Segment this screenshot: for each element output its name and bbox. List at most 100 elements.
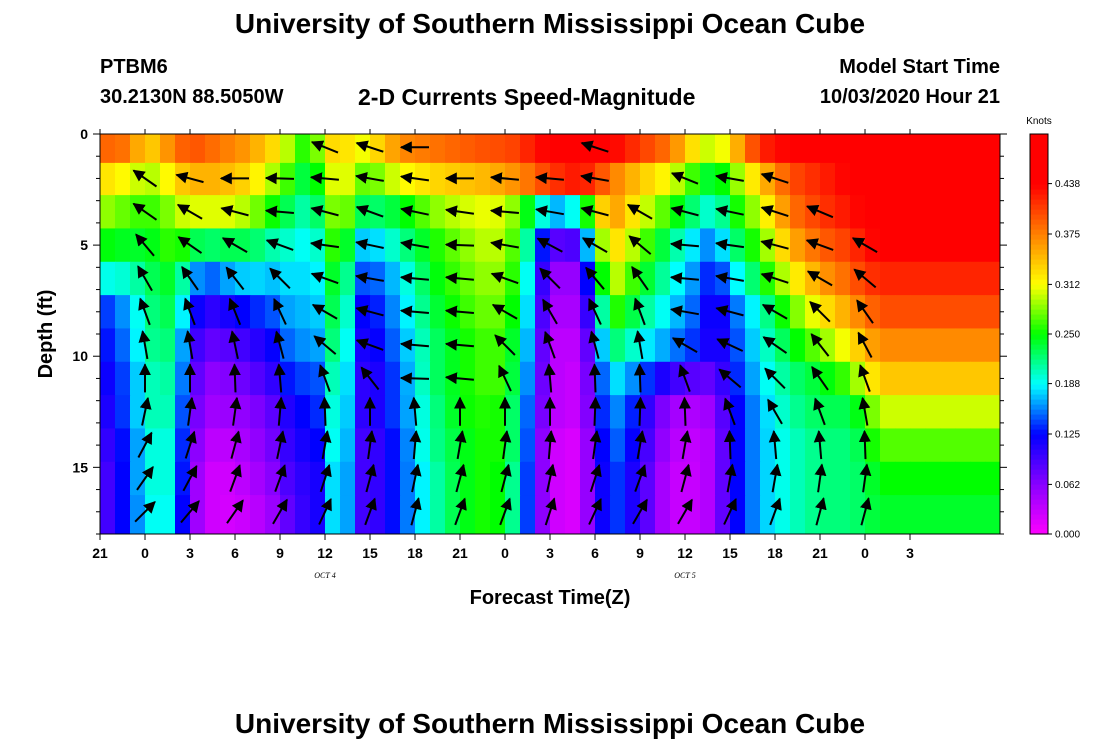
- current-arrow: [225, 266, 245, 291]
- heatmap-cell: [940, 328, 956, 363]
- heatmap-cell: [970, 328, 986, 363]
- heatmap-cell: [385, 428, 401, 463]
- colorbar-swatch: [1030, 229, 1048, 235]
- heatmap-cell: [205, 461, 221, 496]
- heatmap-cell: [685, 395, 701, 430]
- colorbar-swatch: [1030, 314, 1048, 320]
- heatmap-cell: [940, 134, 956, 164]
- heatmap-cell: [955, 162, 971, 196]
- heatmap-cell: [745, 461, 761, 496]
- current-arrow: [588, 330, 600, 359]
- heatmap-cell: [580, 395, 596, 430]
- colorbar-swatch: [1030, 279, 1048, 285]
- colorbar-swatch: [1030, 444, 1048, 450]
- heatmap-cell: [985, 295, 1000, 330]
- heatmap-cell: [520, 361, 536, 396]
- heatmap-cell: [865, 228, 881, 263]
- heatmap-cell: [640, 461, 656, 496]
- heatmap-cell: [295, 162, 311, 196]
- x-tick-label: 21: [92, 545, 108, 561]
- current-arrow: [814, 463, 827, 493]
- current-arrow: [494, 334, 516, 356]
- heatmap-cell: [565, 395, 581, 430]
- heatmap-cell: [775, 395, 791, 430]
- heatmap-cell: [655, 162, 671, 196]
- colorbar-swatch: [1030, 454, 1048, 460]
- heatmap-cell: [790, 328, 806, 363]
- current-arrow: [138, 330, 151, 360]
- heatmap-cell: [550, 495, 566, 534]
- x-axis-label: Forecast Time(Z): [470, 587, 631, 609]
- heatmap-cell: [445, 461, 461, 496]
- heatmap-cell: [790, 461, 806, 496]
- current-arrow: [670, 305, 699, 318]
- heatmap-cell: [115, 495, 131, 534]
- x-tick-label: 3: [546, 545, 554, 561]
- current-arrow: [536, 237, 563, 253]
- heatmap-cell: [625, 361, 641, 396]
- heatmap-cell: [985, 134, 1000, 164]
- y-tick-label: 15: [72, 459, 88, 475]
- current-arrow: [724, 463, 737, 493]
- heatmap-cell: [220, 295, 236, 330]
- current-arrow: [400, 238, 429, 251]
- heatmap-cell: [130, 361, 146, 396]
- heatmap-cell: [910, 162, 926, 196]
- heatmap-cell: [580, 328, 596, 363]
- current-arrow: [489, 172, 519, 185]
- heatmap-cell: [280, 495, 296, 534]
- current-arrow: [399, 272, 429, 285]
- heatmap-cell: [865, 361, 881, 396]
- heatmap-cell: [235, 228, 251, 263]
- heatmap-cell: [550, 134, 566, 164]
- heatmap-cell: [415, 228, 431, 263]
- heatmap-cell: [250, 328, 266, 363]
- colorbar-swatch: [1030, 389, 1048, 395]
- current-arrow: [137, 265, 153, 292]
- heatmap-cell: [415, 428, 431, 463]
- heatmap-cell: [835, 395, 851, 430]
- heatmap-cell: [430, 361, 446, 396]
- heatmap-cell: [625, 395, 641, 430]
- heatmap-cell: [175, 228, 191, 263]
- heatmap-cell: [310, 361, 326, 396]
- current-arrow: [180, 500, 200, 524]
- heatmap-cell: [760, 162, 776, 196]
- heatmap-cell: [880, 195, 896, 230]
- heatmap-cell: [820, 328, 836, 363]
- heatmap-cell: [115, 428, 131, 463]
- heatmap-cell: [880, 495, 896, 534]
- colorbar-swatch: [1030, 394, 1048, 400]
- current-arrow: [399, 305, 429, 318]
- colorbar-swatch: [1030, 379, 1048, 385]
- heatmap-cell: [325, 361, 341, 396]
- heatmap-cell: [565, 428, 581, 463]
- x-tick-label: 0: [501, 545, 509, 561]
- heatmap-cell: [940, 461, 956, 496]
- colorbar-swatch: [1030, 189, 1048, 195]
- heatmap-cell: [160, 328, 176, 363]
- current-arrow: [355, 171, 384, 184]
- heatmap-cell: [685, 328, 701, 363]
- heatmap-cell: [640, 228, 656, 263]
- heatmap-cell: [250, 162, 266, 196]
- heatmap-cell: [100, 134, 116, 164]
- current-arrow: [859, 463, 872, 493]
- heatmap-cell: [655, 134, 671, 164]
- current-arrow: [134, 501, 156, 523]
- current-arrow: [542, 298, 558, 325]
- heatmap-cell: [550, 295, 566, 330]
- heatmap-cell: [190, 295, 206, 330]
- heatmap-cell: [295, 134, 311, 164]
- heatmap-cell: [760, 134, 776, 164]
- heatmap-cell: [775, 162, 791, 196]
- heatmap-cell: [970, 228, 986, 263]
- heatmap-cell: [235, 261, 251, 296]
- heatmap-cell: [985, 328, 1000, 363]
- heatmap-cell: [910, 328, 926, 363]
- heatmap-cell: [235, 295, 251, 330]
- current-arrow: [588, 298, 602, 325]
- heatmap-cell: [895, 461, 911, 496]
- x-tick-label: 0: [141, 545, 149, 561]
